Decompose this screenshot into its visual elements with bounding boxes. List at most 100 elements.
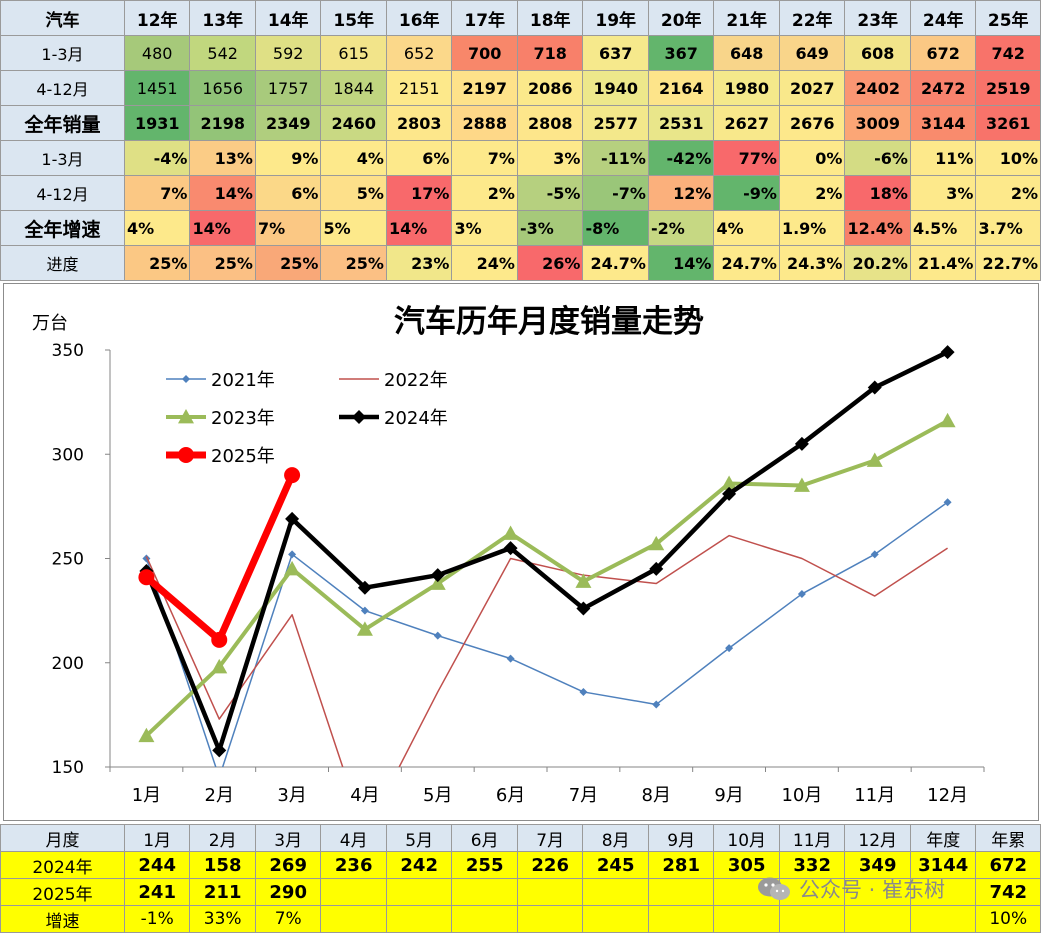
- header-cell: 2月: [189, 824, 256, 852]
- table-cell: 332: [778, 851, 846, 879]
- table-cell: 241: [123, 878, 191, 906]
- data-point: [502, 525, 519, 540]
- legend-label: 2023年: [211, 408, 275, 429]
- table-cell: 6%: [385, 140, 453, 176]
- table-cell: 615: [320, 35, 387, 71]
- table-cell: 0%: [778, 140, 846, 176]
- table-cell: 1844: [320, 70, 387, 106]
- table-cell: 2086: [516, 70, 584, 106]
- table-cell: 25%: [123, 245, 191, 281]
- table-cell: -1%: [123, 905, 191, 933]
- table-cell: -11%: [582, 140, 649, 176]
- header-cell: 10月: [713, 824, 780, 852]
- table-cell: 1931: [123, 105, 191, 141]
- table-cell: 25%: [189, 245, 256, 281]
- header-cell: 19年: [582, 0, 649, 36]
- watermark: 公众号 · 崔东树: [757, 872, 987, 906]
- table-row: 全年销量 1931 2198 2349 2460 2803 2888 2808 2577 2531…: [0, 105, 1041, 141]
- data-point: [182, 375, 190, 383]
- header-cell: 4月: [320, 824, 387, 852]
- table-cell: -5%: [516, 175, 584, 211]
- table-cell: 14%: [385, 210, 453, 246]
- table-cell: 700: [451, 35, 518, 71]
- header-cell: 月度: [0, 824, 125, 852]
- x-tick-label: 9月: [714, 785, 743, 806]
- y-tick-label: 300: [52, 445, 84, 465]
- table-cell: [385, 905, 453, 933]
- table-cell: 3144: [909, 105, 977, 141]
- table-cell: 23%: [385, 245, 453, 281]
- data-point: [725, 644, 734, 653]
- table-cell: 2%: [975, 175, 1041, 211]
- data-point: [430, 568, 445, 583]
- data-point: [649, 561, 664, 576]
- series-line: [144, 473, 296, 644]
- table-cell: 349: [844, 851, 911, 879]
- data-point: [648, 535, 665, 551]
- table-cell: 2198: [189, 105, 256, 141]
- table-cell: 2460: [320, 105, 387, 141]
- header-cell: 17年: [451, 0, 518, 36]
- header-cell: 22年: [778, 0, 846, 36]
- header-cell: 18年: [516, 0, 584, 36]
- data-point: [212, 743, 227, 758]
- table-cell: 5%: [320, 210, 387, 246]
- table-cell: 1656: [189, 70, 256, 106]
- table-cell: 33%: [189, 905, 256, 933]
- header-cell: 1月: [123, 824, 191, 852]
- table-row: 1-3月 -4% 13% 9% 4% 6% 7% 3% -11% -42% 77% 0% -6% 11% 1…: [0, 140, 1041, 176]
- table-cell: 22.7%: [975, 245, 1041, 281]
- x-tick-label: 4月: [350, 785, 379, 806]
- data-point: [288, 550, 297, 559]
- row-label: 全年增速: [0, 210, 125, 246]
- table-cell: 3%: [909, 175, 977, 211]
- table-cell: 245: [582, 851, 649, 879]
- data-point: [356, 621, 373, 636]
- header-cell: 23年: [844, 0, 911, 36]
- data-point: [360, 606, 369, 615]
- line-chart: 汽车历年月度销量走势 万台 150 200 250 300 350 1月 2月 3月 4月 5月 6月 7…: [32, 304, 985, 806]
- data-point: [870, 550, 879, 559]
- row-label: 增速: [0, 905, 125, 933]
- table-cell: 367: [647, 35, 715, 71]
- table-cell: 1980: [713, 70, 780, 106]
- x-tick-label: 1月: [132, 785, 161, 806]
- data-point: [178, 409, 194, 424]
- table-cell: 480: [123, 35, 191, 71]
- annual-sales-table: 汽车 12年 13年 14年 15年 16年 17年 18年 19年 20年 21年 22年 23年 24…: [0, 0, 1041, 281]
- row-label: 4-12月: [0, 70, 125, 106]
- header-cell: 6月: [451, 824, 518, 852]
- table-cell: -8%: [582, 210, 649, 246]
- table-cell: 14%: [189, 210, 256, 246]
- x-tick-label: 3月: [277, 785, 306, 806]
- table-cell: 1.9%: [778, 210, 846, 246]
- table-cell: -42%: [647, 140, 715, 176]
- header-cell: 21年: [713, 0, 780, 36]
- header-cell: 15年: [320, 0, 387, 36]
- header-cell: 12年: [123, 0, 191, 36]
- table-cell: [516, 905, 584, 933]
- table-cell: 18%: [844, 175, 911, 211]
- header-cell: 24年: [909, 0, 977, 36]
- table-cell: 7%: [451, 140, 518, 176]
- table-cell: 742: [975, 878, 1041, 906]
- table-cell: -2%: [647, 210, 715, 246]
- table-cell: 3009: [844, 105, 911, 141]
- header-cell: 年度: [909, 824, 977, 852]
- table-cell: 10%: [975, 905, 1041, 933]
- table-cell: [647, 878, 715, 906]
- legend-label: 2021年: [211, 370, 275, 391]
- data-point: [284, 560, 301, 576]
- table-cell: 608: [844, 35, 911, 71]
- table-cell: [909, 905, 977, 933]
- table-cell: 4.5%: [909, 210, 977, 246]
- x-tick-label: 10月: [781, 785, 822, 806]
- y-axis-label: 万台: [32, 313, 68, 334]
- table-cell: 305: [713, 851, 780, 879]
- data-point: [433, 631, 442, 640]
- table-cell: 1451: [123, 70, 191, 106]
- series-line: [145, 501, 949, 767]
- row-label: 1-3月: [0, 35, 125, 71]
- table-row: 4-12月 1451 1656 1757 1844 2151 2197 2086 1940 216…: [0, 70, 1041, 106]
- data-point: [652, 700, 661, 709]
